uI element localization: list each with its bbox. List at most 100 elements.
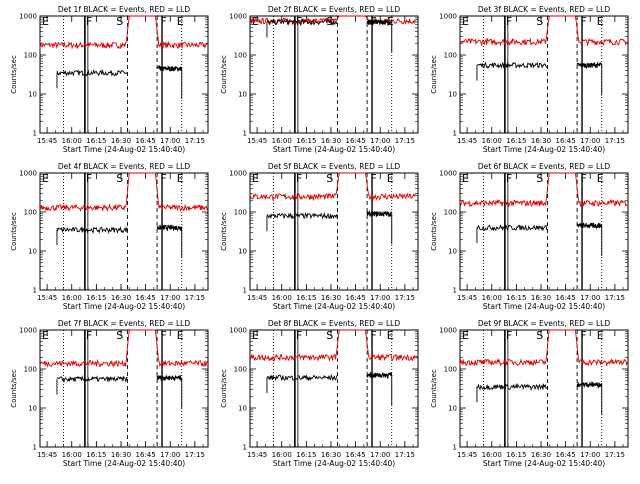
x-tick-label: 17:00 (160, 294, 180, 302)
events-series-line (476, 61, 548, 70)
x-tick-label: 16:15 (296, 137, 316, 145)
panel-det-4: Det 4f BLACK = Events, RED = LLD 1 10 100 10… (10, 162, 209, 311)
panel-det-5: Det 5f BLACK = Events, RED = LLD 1 10 100 10… (220, 162, 419, 311)
y-tick-label: 1000 (439, 170, 457, 178)
panel-title: Det 6f BLACK = Events, RED = LLD (478, 162, 611, 171)
x-tick-label: 16:15 (86, 137, 106, 145)
x-tick-label: 17:15 (185, 294, 205, 302)
panel-det-7: Det 7f BLACK = Events, RED = LLD 1 10 100 10… (10, 319, 209, 468)
panel-det-9: Det 9f BLACK = Events, RED = LLD 1 10 100 10… (430, 319, 629, 468)
y-axis-label: Counts/sec (430, 369, 438, 408)
x-tick-label: 17:15 (395, 294, 415, 302)
x-axis-label: Start Time (24-Aug-02 15:40:40) (63, 302, 185, 311)
marker-label-e: E (252, 329, 259, 342)
x-tick-label: 16:00 (482, 294, 502, 302)
x-axis-label: Start Time (24-Aug-02 15:40:40) (63, 459, 185, 468)
y-tick-label: 1000 (439, 327, 457, 335)
marker-label-s: S (326, 329, 333, 342)
plot-frame (249, 329, 419, 448)
x-tick-label: 17:00 (370, 451, 390, 459)
y-tick-label: 1 (243, 287, 247, 295)
y-tick-label: 1000 (439, 13, 457, 21)
x-tick-label: 16:45 (136, 294, 156, 302)
lld-series-line (39, 172, 208, 213)
marker-label-e: E (462, 15, 469, 28)
y-tick-label: 100 (234, 52, 247, 60)
x-axis-label: Start Time (24-Aug-02 15:40:40) (273, 302, 395, 311)
marker-label-s: S (536, 172, 543, 185)
y-tick-label: 1 (453, 287, 457, 295)
events-series-line (56, 226, 129, 235)
plot-frame (249, 172, 419, 291)
y-tick-label: 1000 (19, 327, 37, 335)
marker-label-f: F (506, 15, 512, 28)
lld-series-line (249, 329, 418, 363)
events-series-line (56, 68, 128, 77)
x-tick-label: 17:15 (605, 137, 625, 145)
x-tick-label: 16:30 (111, 294, 131, 302)
panel-det-2: Det 2f BLACK = Events, RED = LLD 1 10 100 10… (220, 5, 419, 154)
marker-label-f: F (506, 329, 512, 342)
marker-label-e: E (177, 172, 184, 185)
panel-title: Det 9f BLACK = Events, RED = LLD (478, 319, 611, 328)
marker-label-e: E (177, 329, 184, 342)
x-tick-label: 15:45 (457, 451, 477, 459)
marker-label-f: F (370, 329, 376, 342)
marker-label-f: F (580, 329, 586, 342)
marker-label-s: S (116, 172, 123, 185)
x-tick-label: 15:45 (37, 451, 57, 459)
x-axis-label: Start Time (24-Aug-02 15:40:40) (63, 145, 185, 154)
y-tick-label: 1 (33, 444, 37, 452)
x-tick-label: 16:15 (506, 451, 526, 459)
y-tick-label: 1 (33, 130, 37, 138)
x-tick-label: 15:45 (457, 137, 477, 145)
y-tick-label: 1000 (229, 13, 247, 21)
x-tick-label: 16:45 (346, 294, 366, 302)
events-series-line (156, 374, 183, 382)
events-series-line (366, 371, 393, 380)
y-tick-label: 100 (234, 366, 247, 374)
y-tick-label: 100 (24, 52, 37, 60)
x-axis-label: Start Time (24-Aug-02 15:40:40) (273, 459, 395, 468)
lld-series-line (459, 329, 628, 367)
x-tick-label: 17:15 (605, 451, 625, 459)
y-tick-label: 100 (444, 209, 457, 217)
lld-series-line (39, 329, 208, 368)
panel-title: Det 7f BLACK = Events, RED = LLD (58, 319, 191, 328)
y-tick-label: 10 (28, 91, 37, 99)
x-tick-label: 16:15 (86, 451, 106, 459)
marker-label-e: E (42, 329, 49, 342)
y-tick-label: 10 (28, 248, 37, 256)
marker-label-s: S (116, 329, 123, 342)
events-series-line (366, 210, 393, 218)
x-tick-label: 17:15 (605, 294, 625, 302)
panel-det-6: Det 6f BLACK = Events, RED = LLD 1 10 100 10… (430, 162, 629, 311)
x-axis-label: Start Time (24-Aug-02 15:40:40) (483, 145, 605, 154)
marker-label-e: E (252, 172, 259, 185)
events-series-line (156, 64, 183, 72)
panel-title: Det 3f BLACK = Events, RED = LLD (478, 5, 611, 14)
lld-series-line (249, 172, 418, 202)
x-tick-label: 16:45 (556, 137, 576, 145)
panel-det-8: Det 8f BLACK = Events, RED = LLD 1 10 100 10… (220, 319, 419, 468)
x-tick-label: 17:15 (185, 451, 205, 459)
events-series-line (56, 375, 128, 384)
marker-label-f: F (86, 329, 92, 342)
x-tick-label: 16:15 (86, 294, 106, 302)
x-tick-label: 17:15 (395, 451, 415, 459)
lld-series-line (459, 15, 628, 47)
y-tick-label: 1 (453, 130, 457, 138)
x-tick-label: 15:45 (37, 137, 57, 145)
y-tick-label: 10 (238, 405, 247, 413)
x-tick-label: 17:00 (580, 137, 600, 145)
plot-frame (39, 15, 209, 134)
x-tick-label: 16:00 (482, 137, 502, 145)
marker-label-e: E (387, 329, 394, 342)
x-tick-label: 17:15 (395, 137, 415, 145)
y-tick-label: 100 (444, 52, 457, 60)
events-series-line (576, 380, 603, 389)
x-tick-label: 16:45 (556, 294, 576, 302)
plot-frame (459, 172, 629, 291)
